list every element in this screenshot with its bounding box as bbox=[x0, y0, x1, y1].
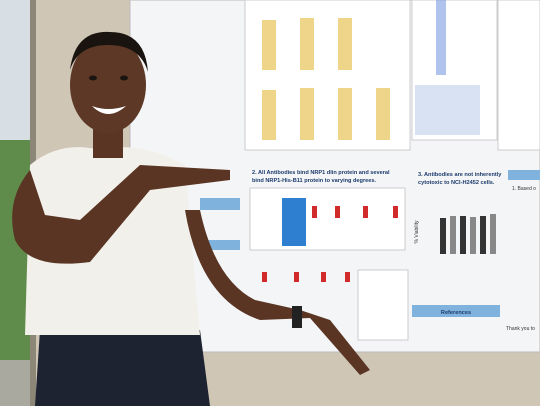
viability-bars bbox=[440, 214, 496, 254]
table bbox=[415, 85, 480, 135]
pavement bbox=[0, 360, 32, 406]
skirt bbox=[35, 330, 210, 406]
top bbox=[25, 147, 200, 335]
right-text: Thank you to bbox=[506, 326, 535, 332]
blot-panel bbox=[249, 187, 406, 251]
section-heading: 3. Antibodies are not inherently bbox=[418, 172, 502, 178]
plot-panel bbox=[497, 0, 540, 151]
watch bbox=[292, 306, 302, 328]
right-text: 1. Based o bbox=[512, 186, 536, 192]
section-heading: References bbox=[441, 310, 471, 316]
eye bbox=[89, 75, 97, 81]
histogram-stacks bbox=[262, 18, 390, 140]
section-heading: bind NRP1-His-B11 protein to varying deg… bbox=[252, 178, 376, 184]
legend-box bbox=[200, 240, 240, 250]
legend-box bbox=[200, 198, 240, 210]
right-arm bbox=[185, 210, 370, 375]
references-bar bbox=[412, 305, 500, 317]
smile bbox=[92, 106, 126, 114]
face bbox=[70, 37, 146, 133]
blot-image bbox=[282, 198, 306, 246]
blot-bands bbox=[262, 206, 398, 282]
section-heading: cytotoxic to NCI-H2452 cells. bbox=[418, 180, 495, 186]
eye bbox=[120, 75, 128, 81]
left-arm bbox=[12, 165, 231, 264]
axis-label: % Viability bbox=[414, 220, 420, 243]
section-heading: 2. All Antibodies bind NRP1 dlin protein… bbox=[252, 170, 390, 176]
hair bbox=[70, 31, 148, 72]
sky bbox=[0, 0, 32, 140]
header-bar bbox=[508, 170, 540, 180]
histogram-stack bbox=[436, 0, 446, 75]
caption bbox=[357, 269, 409, 341]
